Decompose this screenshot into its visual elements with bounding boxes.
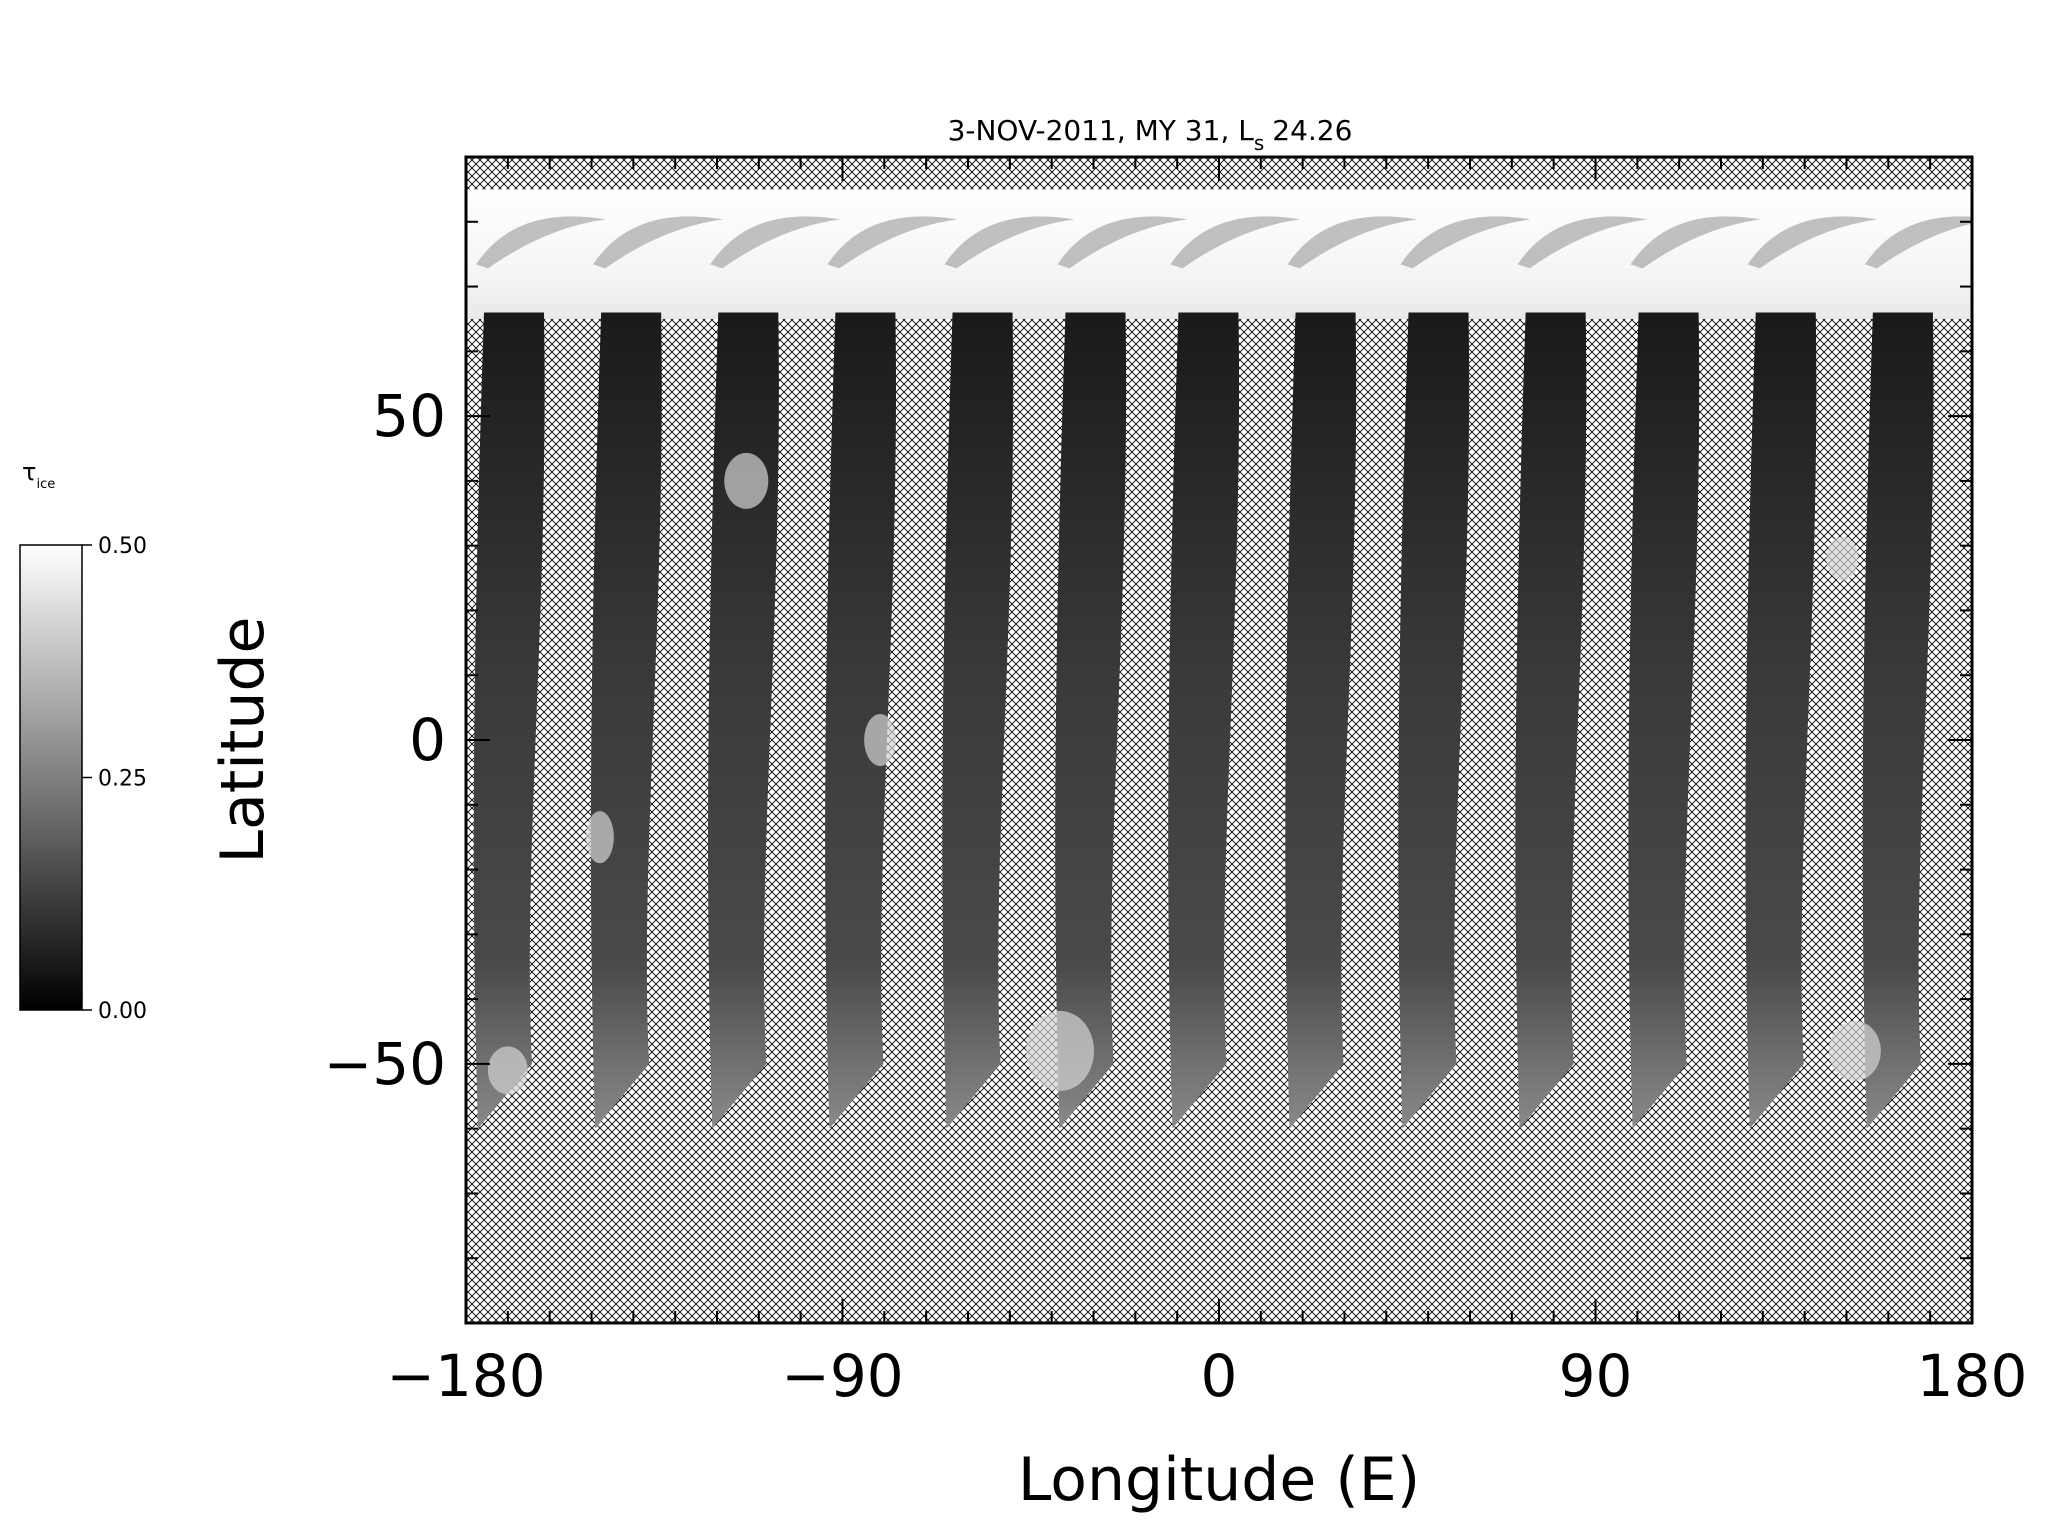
cap-streak: [1517, 216, 1648, 269]
cloud-feature: [487, 1046, 528, 1095]
observation-swath: [708, 312, 779, 1129]
cap-streak: [1170, 216, 1301, 269]
cap-streak: [593, 216, 724, 269]
cap-streak: [710, 216, 841, 269]
y-tick-label: −50: [324, 1030, 446, 1098]
y-axis-label: Latitude: [208, 617, 278, 864]
cap-streak: [944, 216, 1075, 269]
chart-title: 3-NOV-2011, MY 31, Ls 24.26: [948, 114, 1353, 155]
observation-swath: [1745, 312, 1817, 1129]
x-axis-label: Longitude (E): [1018, 1445, 1420, 1515]
cap-streak: [1747, 216, 1878, 269]
cap-streak: [1630, 216, 1761, 269]
cloud-feature: [724, 452, 769, 509]
plot-area: [466, 157, 1972, 1323]
observation-swath: [1168, 312, 1240, 1129]
observation-swath: [590, 312, 662, 1129]
cap-streak: [1057, 216, 1188, 269]
x-tick-label: 180: [1917, 1342, 2028, 1410]
y-tick-label: 50: [372, 382, 446, 450]
x-tick-label: 90: [1559, 1342, 1633, 1410]
cap-streak: [1287, 216, 1418, 269]
cloud-feature: [1826, 536, 1859, 581]
observation-swath: [942, 312, 1014, 1129]
observation-swath: [1862, 312, 1934, 1129]
cap-streak: [476, 216, 606, 269]
colorbar: τice 0.00 0.25 0.50: [19, 458, 147, 1024]
cloud-feature: [864, 714, 897, 766]
observation-swath: [1628, 312, 1700, 1129]
cap-streak: [827, 216, 958, 269]
x-tick-label: −180: [386, 1342, 545, 1410]
polar-cap-band: [466, 189, 1972, 319]
observation-swath: [473, 312, 545, 1129]
cap-streak: [1400, 216, 1531, 269]
y-tick-label: 0: [409, 706, 446, 774]
y-axis: −50 0 50: [324, 156, 1972, 1324]
cap-streak: [1864, 216, 1972, 269]
observation-swath: [1515, 312, 1587, 1129]
x-tick-label: 0: [1201, 1342, 1238, 1410]
observation-swath: [1285, 312, 1357, 1129]
colorbar-tick-label: 0.00: [98, 999, 147, 1024]
x-tick-label: −90: [781, 1342, 903, 1410]
cloud-feature: [1026, 1010, 1095, 1091]
colorbar-tick-label: 0.25: [98, 767, 147, 792]
cloud-feature: [585, 811, 614, 864]
observation-swath: [825, 312, 897, 1129]
cloud-feature: [1828, 1020, 1881, 1081]
x-axis: −180 −90 0 90 180: [386, 157, 2027, 1410]
colorbar-label: τice: [22, 458, 55, 492]
colorbar-gradient: [19, 544, 83, 1011]
observation-swath: [1055, 312, 1127, 1129]
observation-swath: [1398, 312, 1470, 1129]
colorbar-tick-label: 0.50: [98, 534, 147, 559]
